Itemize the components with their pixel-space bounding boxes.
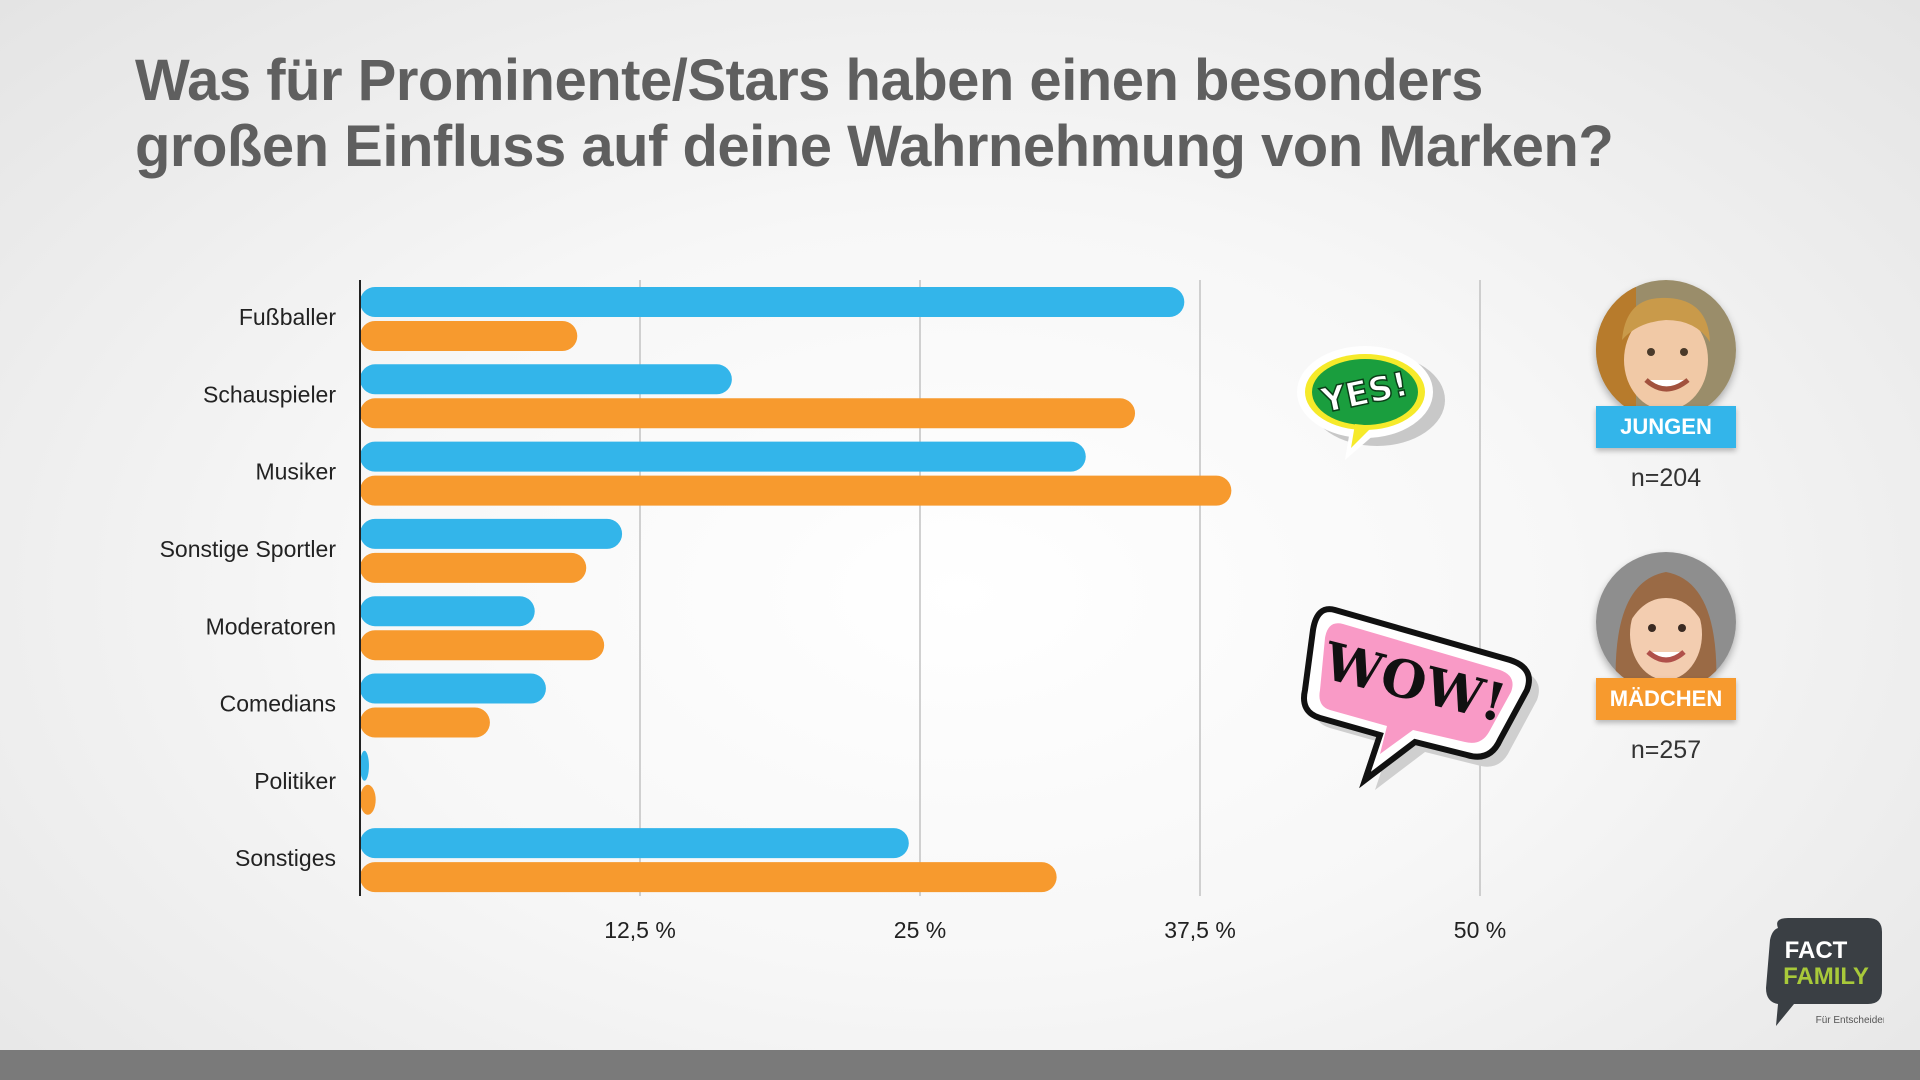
category-label: Musiker bbox=[255, 459, 336, 485]
category-label: Fußballer bbox=[239, 304, 336, 330]
chart-title: Was für Prominente/Stars haben einen bes… bbox=[135, 48, 1635, 180]
legend-maedchen: MÄDCHEN bbox=[1596, 678, 1736, 720]
legend-maedchen-n: n=257 bbox=[1630, 736, 1702, 764]
x-tick-label: 12,5 % bbox=[604, 917, 676, 943]
bars-layer bbox=[360, 287, 1232, 893]
bar-maedchen bbox=[360, 630, 605, 661]
legend-jungen: JUNGEN bbox=[1596, 406, 1736, 448]
legend-maedchen-label: MÄDCHEN bbox=[1609, 686, 1723, 711]
logo-tagline: Für Entscheider. bbox=[1816, 1015, 1884, 1026]
bar-maedchen bbox=[360, 321, 578, 351]
x-tick-label: 37,5 % bbox=[1164, 917, 1236, 943]
category-label: Comedians bbox=[220, 691, 336, 717]
legend-jungen-n: n=204 bbox=[1630, 464, 1702, 492]
bar-maedchen bbox=[360, 707, 490, 738]
bar-maedchen bbox=[360, 862, 1057, 893]
title-line-2: großen Einfluss auf deine Wahrnehmung vo… bbox=[135, 114, 1614, 179]
category-label: Schauspieler bbox=[203, 381, 336, 407]
girl-avatar-icon bbox=[1596, 552, 1736, 692]
bar-jungen bbox=[360, 828, 909, 859]
title-line-1: Was für Prominente/Stars haben einen bes… bbox=[135, 48, 1483, 113]
fact-family-logo: FACT FAMILY Für Entscheider. bbox=[1766, 918, 1884, 1026]
yes-sticker: YES! bbox=[1297, 346, 1445, 460]
wow-sticker: WOW! bbox=[1301, 606, 1539, 790]
bar-jungen bbox=[360, 441, 1086, 472]
bottom-bar bbox=[0, 1050, 1920, 1080]
bar-maedchen bbox=[360, 475, 1232, 506]
bar-maedchen bbox=[360, 552, 587, 583]
category-label: Politiker bbox=[254, 768, 336, 794]
girl-avatar bbox=[1596, 552, 1736, 692]
bar-jungen bbox=[360, 750, 369, 781]
x-tick-label: 50 % bbox=[1454, 917, 1506, 943]
category-label: Sonstige Sportler bbox=[160, 536, 337, 562]
logo-fact: FACT bbox=[1785, 937, 1848, 964]
boy-avatar-icon bbox=[1596, 280, 1736, 420]
category-label: Sonstiges bbox=[235, 845, 336, 871]
category-label: Moderatoren bbox=[206, 613, 336, 639]
bar-maedchen bbox=[360, 398, 1136, 429]
labels-layer: 12,5 % 25 % 37,5 % 50 % Fußballer Schauspiele… bbox=[160, 304, 1507, 943]
logo-family: FAMILY bbox=[1783, 963, 1869, 990]
bar-jungen bbox=[360, 287, 1185, 317]
bar-jungen bbox=[360, 518, 623, 549]
boy-avatar bbox=[1596, 280, 1736, 420]
bar-jungen bbox=[360, 364, 732, 395]
bar-jungen bbox=[360, 673, 546, 704]
bar-maedchen bbox=[360, 784, 376, 815]
legend-jungen-label: JUNGEN bbox=[1620, 414, 1712, 439]
bar-jungen bbox=[360, 596, 535, 627]
x-tick-label: 25 % bbox=[894, 917, 946, 943]
